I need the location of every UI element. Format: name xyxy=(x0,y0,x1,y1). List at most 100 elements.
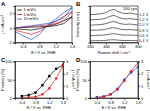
x-axis-title: E / V vs. RHE xyxy=(102,105,127,110)
series-line xyxy=(90,28,138,31)
tick-label: 3 xyxy=(66,59,69,64)
y2-axis: 0 1 2 3 xyxy=(138,59,144,101)
marker xyxy=(109,93,111,95)
tick: 1 xyxy=(138,84,144,89)
tick: 0.4 xyxy=(21,43,27,50)
tick-mark xyxy=(13,43,15,44)
tick-mark xyxy=(13,98,15,99)
tick: 400 xyxy=(103,43,110,50)
tick-label: 2 xyxy=(141,71,144,76)
tick-label: -2 xyxy=(8,40,12,45)
marker xyxy=(28,96,30,98)
tick-label: 50 xyxy=(8,78,13,83)
tick-label: 2 xyxy=(10,11,13,16)
marker xyxy=(109,93,111,95)
plot-area xyxy=(15,7,72,39)
axis-line xyxy=(13,62,16,99)
tick: 3 xyxy=(63,59,69,64)
tick: 1.6 xyxy=(70,43,76,50)
tick: 0 xyxy=(138,96,144,101)
axis-line xyxy=(13,7,16,44)
y2-axis: 0 1 2 3 xyxy=(63,59,69,101)
marker xyxy=(41,93,43,95)
tick-label: 0.4 xyxy=(21,44,27,49)
marker xyxy=(96,96,98,98)
marker xyxy=(116,88,118,90)
tick-label: 3 xyxy=(141,59,144,64)
marker xyxy=(62,64,63,66)
tick-label: 2 xyxy=(66,71,69,76)
tick: 0 xyxy=(85,96,90,101)
x-axis: 0.40.81.21.6 xyxy=(16,98,68,105)
legend-entry: 10 mV/s xyxy=(24,16,39,21)
tick-mark xyxy=(138,98,140,99)
axis-line xyxy=(88,7,91,44)
tick-label: 0 xyxy=(66,96,69,101)
panel: 0.40.81.21.6-2021 mV/s5 mV/s10 mV/sE / V… xyxy=(0,6,76,55)
panel-label: B xyxy=(76,1,81,7)
tick: 0 xyxy=(10,96,15,101)
panel-label: D xyxy=(76,57,81,63)
tick-mark xyxy=(88,98,90,99)
series-line xyxy=(97,63,138,98)
marker xyxy=(103,95,105,97)
marker xyxy=(48,87,50,89)
y-axis: 0 50 100 xyxy=(5,59,15,101)
series-label: 1.2 V xyxy=(139,17,149,22)
tick: 2 xyxy=(63,71,69,76)
plot-area xyxy=(21,64,63,98)
x-axis-title: E / V vs. RHE xyxy=(27,105,52,110)
marker xyxy=(21,97,23,98)
tick-label: 50 xyxy=(83,78,88,83)
tick: 800 xyxy=(135,43,142,50)
series-line xyxy=(15,12,72,35)
tick: 200 xyxy=(87,43,94,50)
series-line xyxy=(90,15,138,20)
series-line xyxy=(90,40,138,41)
tick-label: 100 xyxy=(80,59,87,64)
tick-mark xyxy=(63,86,65,87)
y-axis xyxy=(88,7,91,44)
tick-mark xyxy=(63,74,65,75)
tick: 0.8 xyxy=(33,98,39,105)
plot-frame xyxy=(90,6,138,43)
tick-mark xyxy=(13,80,15,81)
x-axis: 200400600800 xyxy=(87,43,142,50)
y-axis-title: Fraction (%) xyxy=(0,68,5,90)
tick: 1 xyxy=(63,84,69,89)
tick-label: 800 xyxy=(135,44,142,49)
tick: 100 xyxy=(80,59,90,64)
tick: 2 xyxy=(10,11,15,16)
tick-mark xyxy=(13,28,15,29)
tick-mark xyxy=(13,62,15,63)
marker xyxy=(137,62,138,64)
y-axis: 0 50 100 xyxy=(80,59,90,101)
plot-frame xyxy=(90,62,138,99)
y-axis-title: Intensity (a.u.) xyxy=(75,11,80,37)
tick-label: 0 xyxy=(10,96,13,101)
tick-mark xyxy=(63,98,65,99)
axis-line xyxy=(64,62,66,99)
axis-line xyxy=(88,62,91,99)
tick: 1.2 xyxy=(53,43,59,50)
tick-label: 1 xyxy=(66,84,69,89)
tick-mark xyxy=(13,13,15,14)
marker xyxy=(62,64,63,66)
marker xyxy=(34,91,36,93)
panel-label: A xyxy=(1,1,6,7)
tick: 0.8 xyxy=(37,43,43,50)
series-label: 0.8 V xyxy=(139,28,149,33)
y-axis: -202 xyxy=(8,7,15,46)
series-line xyxy=(97,67,138,97)
series-line xyxy=(22,65,63,98)
plot-frame xyxy=(15,62,63,99)
tick-label: 1.6 xyxy=(70,44,76,49)
marker xyxy=(55,68,57,70)
y-axis-title: j / mA cm⁻² xyxy=(0,14,5,34)
legend: 1 mV/s5 mV/s10 mV/s xyxy=(17,7,38,21)
tick-label: 0.4 xyxy=(95,100,101,105)
axis-line xyxy=(139,62,141,99)
tick-label: 0.4 xyxy=(20,100,26,105)
tick: 100 xyxy=(5,59,15,64)
plot-area xyxy=(96,62,138,98)
